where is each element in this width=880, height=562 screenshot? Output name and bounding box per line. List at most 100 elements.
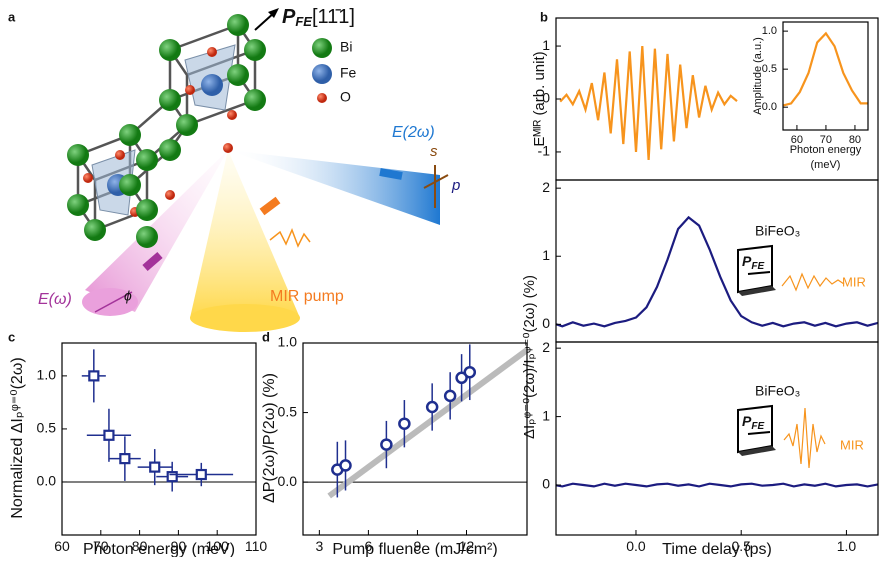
x-tick-label: 0.0 [626, 538, 646, 554]
atoms [67, 14, 266, 248]
y-tick-label: 0.5 [278, 403, 298, 419]
marker [398, 417, 411, 430]
marker [119, 453, 131, 465]
marker [166, 471, 178, 483]
probe-in-beam [85, 150, 228, 312]
sample-label: BiFeO₃ [755, 383, 800, 399]
y-tick-label: 2 [542, 179, 550, 195]
polarization-label: PFE [742, 253, 764, 272]
marker [149, 461, 161, 473]
x-tick-label: 100 [206, 538, 230, 554]
marker [463, 365, 477, 379]
x-axis-label: (meV) [811, 159, 841, 171]
x-tick-label: 60 [54, 538, 70, 554]
legend-marker [317, 93, 327, 103]
polarization-label: PFE[11̄1] [282, 6, 355, 29]
x-tick-label: 9 [414, 538, 422, 554]
data-line [559, 46, 738, 160]
x-tick-label: 60 [791, 134, 803, 146]
plot-area [783, 31, 868, 107]
chart: 0.0 0.5 1.0 60 70 80 90 100 110 Normalized ΔIₚᵠ⁼⁰… [9, 342, 268, 558]
pump-label: MIR pump [270, 288, 344, 305]
illustration: PFE[11̄1] Bi Fe O E(2ω) s p E(ω) ϕ MIR p… [38, 6, 460, 332]
x-tick-label: 12 [459, 538, 475, 554]
angle-label: ϕ [124, 288, 132, 304]
data-line [556, 482, 878, 488]
x-tick-label: 90 [171, 538, 187, 554]
pump-field-label: E(ω) [38, 291, 72, 308]
y-tick-label: 0.0 [278, 473, 298, 489]
pump-wave [269, 227, 311, 248]
panel-label: d [262, 329, 270, 344]
pump-arrow [259, 196, 281, 216]
x-tick-label: 70 [93, 538, 109, 554]
y-tick-label: 0 [542, 476, 550, 492]
arrowhead [268, 8, 279, 18]
y-tick-label: 0.0 [762, 101, 777, 113]
polarization-label: PFE [742, 413, 764, 432]
x-tick-label: 1.0 [837, 538, 857, 554]
pump-label: MIR [840, 437, 864, 452]
x-tick-label: 80 [849, 134, 861, 146]
y-axis-label: Eᴹᴵᴿ (arb. unit) [531, 51, 548, 146]
y-tick-label: 1.0 [762, 25, 777, 37]
pump-beam-end [190, 304, 300, 332]
marker [195, 468, 207, 481]
y-tick-label: 1 [542, 247, 550, 263]
x-tick-label: 110 [245, 538, 268, 554]
polarization-arrows [423, 165, 449, 208]
chart: 0.0 0.5 1.0 3 6 9 12 ΔP(2ω)/P(2ω) (%) Pump fluen… [261, 334, 528, 558]
legend-label: Fe [340, 65, 357, 81]
x-axis-label: Pump fluence (mJ/cm²) [332, 541, 497, 557]
pump-field-arrow [142, 251, 163, 272]
probe-arrow [379, 168, 403, 180]
probe-label: E(2ω) [392, 124, 435, 141]
data-line [556, 215, 878, 328]
chart: 0 1 2 0.0 0.5 1.0 Time delay (ps) [542, 339, 879, 558]
s-label: s [430, 143, 438, 160]
marker [455, 371, 468, 385]
marker [380, 438, 393, 451]
y-tick-label: 0 [542, 315, 550, 331]
sample-inset: BiFeO₃ PFE MIR BiFeO₃ PFE MIR [737, 223, 866, 469]
axes-frame [782, 21, 869, 131]
axes-frame [61, 342, 257, 536]
y-axis-label: ΔIₚᵠ⁼⁰(2ω)/Iₚᵠ⁼⁰(2ω) (%) [521, 275, 538, 439]
x-tick-label: 70 [820, 134, 832, 146]
marker [425, 400, 439, 414]
marker [443, 389, 457, 403]
plot-area [556, 215, 878, 328]
sample-label: BiFeO₃ [755, 223, 800, 239]
axes-frame [302, 342, 528, 536]
fit-line [327, 347, 527, 499]
probe-in-end [82, 288, 138, 316]
y-axis-label: ΔP(2ω)/P(2ω) (%) [261, 373, 278, 503]
plot-area [556, 482, 878, 488]
axes-frame [555, 179, 879, 343]
legend-marker [312, 64, 332, 84]
y-tick-label: 0.5 [762, 63, 777, 75]
marker [339, 459, 352, 472]
pump-beam [190, 150, 300, 318]
axes-frame [555, 341, 879, 536]
y-tick-label: 0 [542, 90, 550, 106]
panel-label: b [540, 9, 548, 24]
y-tick-label: 1.0 [278, 334, 298, 350]
x-axis-label: Photon energy [790, 144, 862, 156]
data-line [783, 31, 868, 107]
y-tick-label: -1 [538, 143, 551, 159]
legend-label: Bi [340, 39, 352, 55]
marker [88, 370, 100, 382]
y-tick-label: 2 [542, 339, 550, 355]
y-tick-label: 1.0 [37, 367, 57, 383]
x-axis-label: Photon energy (meV) [83, 541, 235, 557]
marker [103, 429, 115, 441]
legend-label: O [340, 89, 351, 105]
chart: 0.0 0.5 1.0 60 70 80 Amplitude (a.u.) Photon en… [752, 21, 869, 171]
x-tick-label: 3 [315, 538, 323, 554]
x-axis-label: Time delay (ps) [662, 541, 772, 557]
y-axis-label: Normalized ΔIₚᵠ⁼⁰(2ω) [9, 357, 26, 518]
plot-area [559, 46, 738, 160]
